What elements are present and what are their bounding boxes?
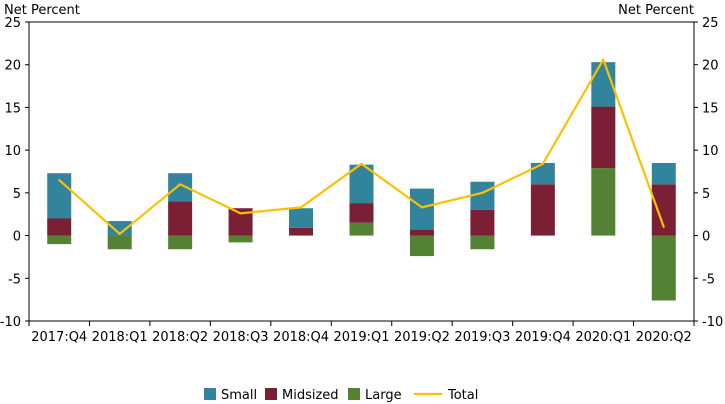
left-tick-label: 10 [4, 144, 21, 159]
right-tick-label: 20 [702, 59, 719, 74]
x-tick-label: 2020:Q2 [636, 330, 692, 345]
left-axis-title: Net Percent [4, 3, 80, 18]
legend-swatch-small [204, 388, 216, 400]
legend-label-large: Large [365, 388, 402, 403]
right-tick-label: 15 [702, 101, 719, 116]
total-point [541, 162, 544, 165]
bar-small-2018-q1 [107, 221, 132, 236]
bar-small-2019-q2 [409, 188, 434, 230]
bar-midsized-2019-q2 [409, 229, 434, 236]
x-tick-label: 2019:Q3 [454, 330, 510, 345]
bar-small-2019-q1 [349, 164, 374, 204]
bar-small-2020-q2 [651, 162, 676, 185]
bar-large-2020-q1 [591, 168, 616, 236]
x-tick-label: 2018:Q1 [92, 330, 148, 345]
total-point [481, 191, 484, 194]
right-tick-label: 0 [702, 230, 710, 245]
bar-large-2017-q4 [47, 235, 72, 245]
legend-label-total: Total [447, 388, 478, 403]
bar-midsized-2019-q3 [470, 209, 495, 236]
x-tick-label: 2019:Q4 [515, 330, 571, 345]
x-tick-label: 2019:Q1 [334, 330, 390, 345]
bars [47, 62, 676, 301]
x-tick-label: 2020:Q1 [575, 330, 631, 345]
left-tick-label: 25 [4, 16, 21, 31]
legend: Small Midsized Large Total [204, 388, 478, 403]
right-axis: -10 -5 0 5 10 15 20 25 [694, 16, 723, 330]
left-tick-label: -5 [8, 272, 21, 287]
x-axis: 2017:Q4 2018:Q1 2018:Q2 2018:Q3 2018:Q4 2019:… [28, 321, 695, 345]
x-tick-label: 2018:Q3 [213, 330, 269, 345]
total-line-group [58, 58, 665, 235]
legend-swatch-large [348, 388, 360, 400]
bar-midsized-2018-q2 [168, 201, 193, 236]
total-point [58, 179, 61, 182]
total-point [420, 206, 423, 209]
bar-small-2019-q4 [530, 162, 555, 185]
left-tick-label: 0 [13, 230, 21, 245]
x-tick-label: 2018:Q4 [273, 330, 329, 345]
total-point [300, 206, 303, 209]
bar-large-2019-q2 [409, 235, 434, 257]
bar-large-2018-q3 [228, 235, 253, 243]
bar-large-2018-q2 [168, 235, 193, 250]
bar-midsized-2020-q1 [591, 106, 616, 169]
right-tick-label: 25 [702, 16, 719, 31]
legend-label-midsized: Midsized [282, 388, 339, 403]
total-point [239, 212, 242, 215]
bar-large-2018-q1 [107, 235, 132, 250]
right-tick-label: -5 [702, 272, 715, 287]
legend-swatch-midsized [265, 388, 277, 400]
left-tick-label: 15 [4, 101, 21, 116]
bar-large-2019-q1 [349, 222, 374, 236]
bar-midsized-2018-q4 [289, 227, 314, 236]
bar-small-2018-q4 [289, 208, 314, 228]
bar-midsized-2019-q4 [530, 184, 555, 236]
total-point [360, 162, 363, 165]
total-point [662, 226, 665, 229]
legend-label-small: Small [221, 388, 257, 403]
plot-frame [28, 21, 695, 322]
bar-large-2019-q3 [470, 235, 495, 250]
left-axis: -10 -5 0 5 10 15 20 25 [0, 16, 29, 330]
bar-midsized-2019-q1 [349, 203, 374, 223]
bar-midsized-2017-q4 [47, 218, 72, 236]
total-point [179, 183, 182, 186]
right-tick-label: 5 [702, 187, 710, 202]
right-tick-label: -10 [702, 315, 723, 330]
total-point [602, 58, 605, 61]
bar-large-2020-q2 [651, 235, 676, 301]
x-tick-label: 2019:Q2 [394, 330, 450, 345]
left-tick-label: 20 [4, 59, 21, 74]
right-axis-title: Net Percent [618, 3, 694, 18]
right-tick-label: 10 [702, 144, 719, 159]
left-tick-label: -10 [0, 315, 21, 330]
left-tick-label: 5 [13, 187, 21, 202]
x-tick-label: 2018:Q2 [152, 330, 208, 345]
x-tick-label: 2017:Q4 [31, 330, 87, 345]
total-point [118, 232, 121, 235]
